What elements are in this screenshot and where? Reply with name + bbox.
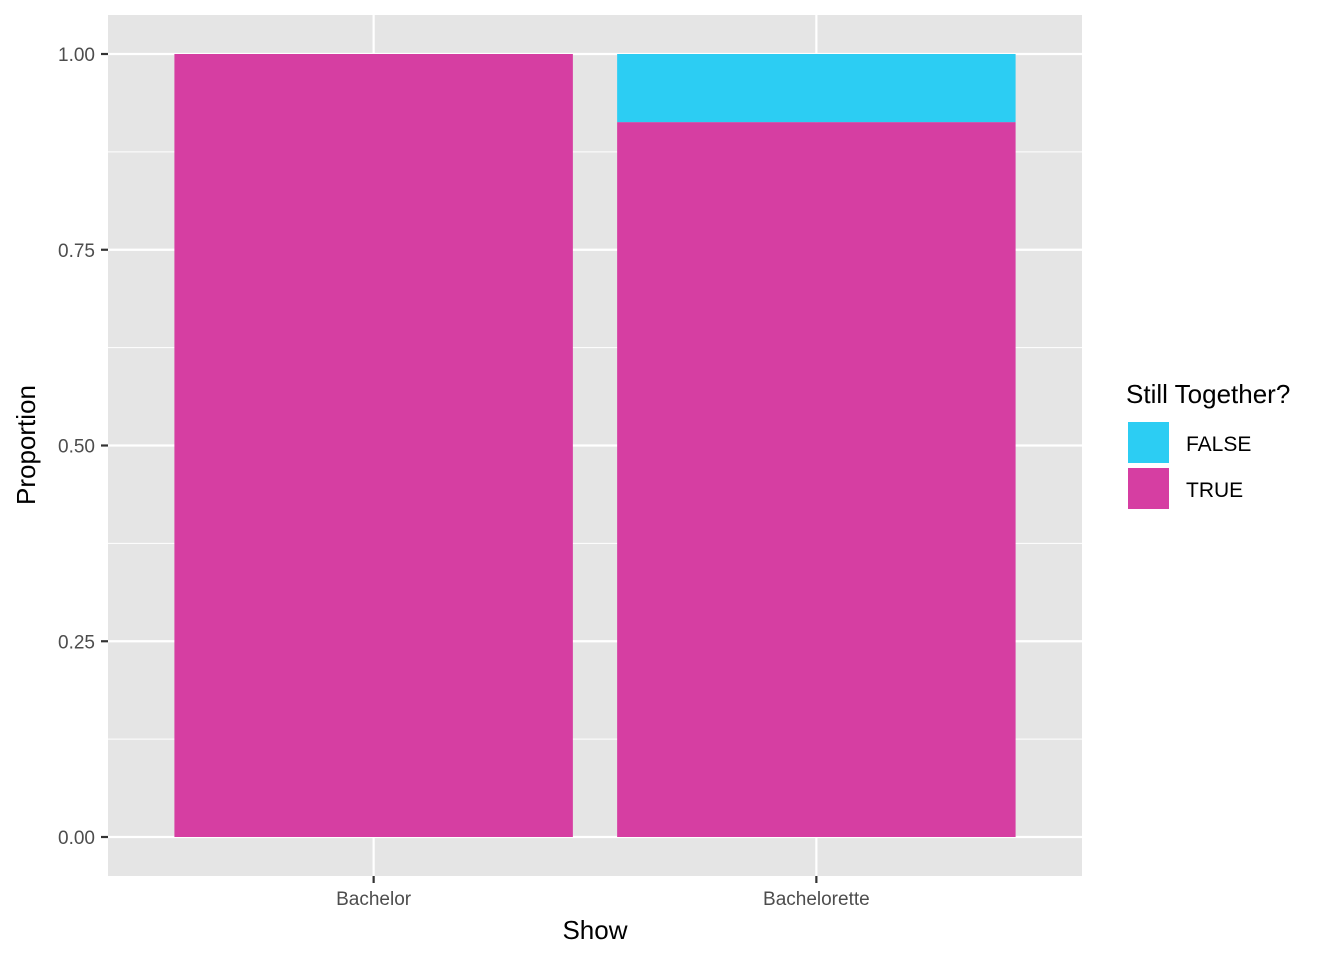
y-axis: 0.00 0.25 0.50 0.75 1.00 xyxy=(58,45,108,849)
x-tick-label: Bachelorette xyxy=(763,889,870,910)
y-tick-label: 0.50 xyxy=(58,437,95,458)
legend-key-true xyxy=(1126,466,1171,511)
x-axis: Bachelor Bachelorette xyxy=(336,876,870,910)
bar-bachelor-true xyxy=(174,54,573,837)
bar-bachelorette-true xyxy=(617,122,1016,838)
legend-title: Still Together? xyxy=(1126,379,1290,409)
y-tick-label: 0.75 xyxy=(58,241,95,262)
legend-label: FALSE xyxy=(1186,433,1251,456)
y-tick-label: 1.00 xyxy=(58,45,95,66)
bar-bachelorette-false xyxy=(617,54,1016,123)
y-tick-label: 0.25 xyxy=(58,632,95,653)
legend-key-false xyxy=(1126,420,1171,465)
legend: Still Together? FALSE TRUE xyxy=(1126,379,1290,511)
legend-label: TRUE xyxy=(1186,479,1243,502)
bars xyxy=(174,54,1016,838)
y-tick-label: 0.00 xyxy=(58,828,95,849)
x-tick-label: Bachelor xyxy=(336,889,412,910)
y-axis-title: Proportion xyxy=(11,385,41,505)
x-axis-title: Show xyxy=(562,915,627,945)
